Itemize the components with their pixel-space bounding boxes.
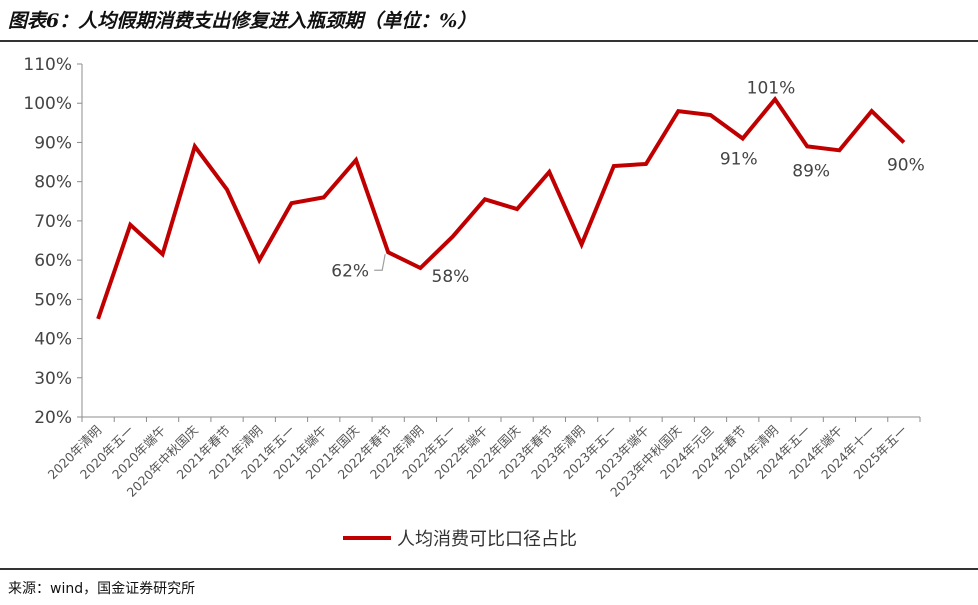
y-tick-label: 60% (34, 251, 72, 271)
data-label: 58% (432, 267, 470, 287)
header-rule (0, 40, 978, 42)
y-tick-label: 20% (34, 408, 72, 428)
x-axis-ticks: 2020年清明2020年五一2020年端午2020年中秋国庆2021年春节202… (45, 417, 921, 500)
data-labels: 62% 58% 91% 101% 89% 90% (331, 78, 924, 287)
y-tick-label: 70% (34, 212, 72, 232)
y-tick-label: 40% (34, 330, 72, 350)
source-note: 来源：wind，国金证券研究所 (8, 581, 196, 597)
y-tick-label: 30% (34, 369, 72, 389)
chart-title: 图表6：人均假期消费支出修复进入瓶颈期（单位：%） (8, 10, 477, 32)
data-label: 91% (720, 150, 758, 170)
y-tick-label: 90% (34, 133, 72, 153)
data-label: 62% (331, 261, 369, 281)
y-axis-ticks: 20% 30% 40% 50% 60% 70% 80% 90% 100% 110% (23, 55, 82, 428)
data-label: 90% (887, 155, 925, 175)
y-tick-label: 80% (34, 173, 72, 193)
y-tick-label: 50% (34, 290, 72, 310)
y-tick-label: 110% (23, 55, 72, 75)
y-tick-label: 100% (23, 94, 72, 114)
data-label: 89% (792, 161, 830, 181)
footer-rule (0, 568, 978, 570)
line-chart: 20% 30% 40% 50% 60% 70% 80% 90% 100% 110% 2020年清明… (23, 55, 924, 550)
chart-legend: 人均消费可比口径占比 (343, 529, 577, 550)
series-lines (96, 95, 906, 320)
data-label: 101% (747, 78, 796, 98)
legend-label: 人均消费可比口径占比 (397, 529, 577, 550)
series-line (96, 95, 906, 320)
data-label-leader (374, 254, 386, 271)
chart-axes (81, 64, 920, 418)
